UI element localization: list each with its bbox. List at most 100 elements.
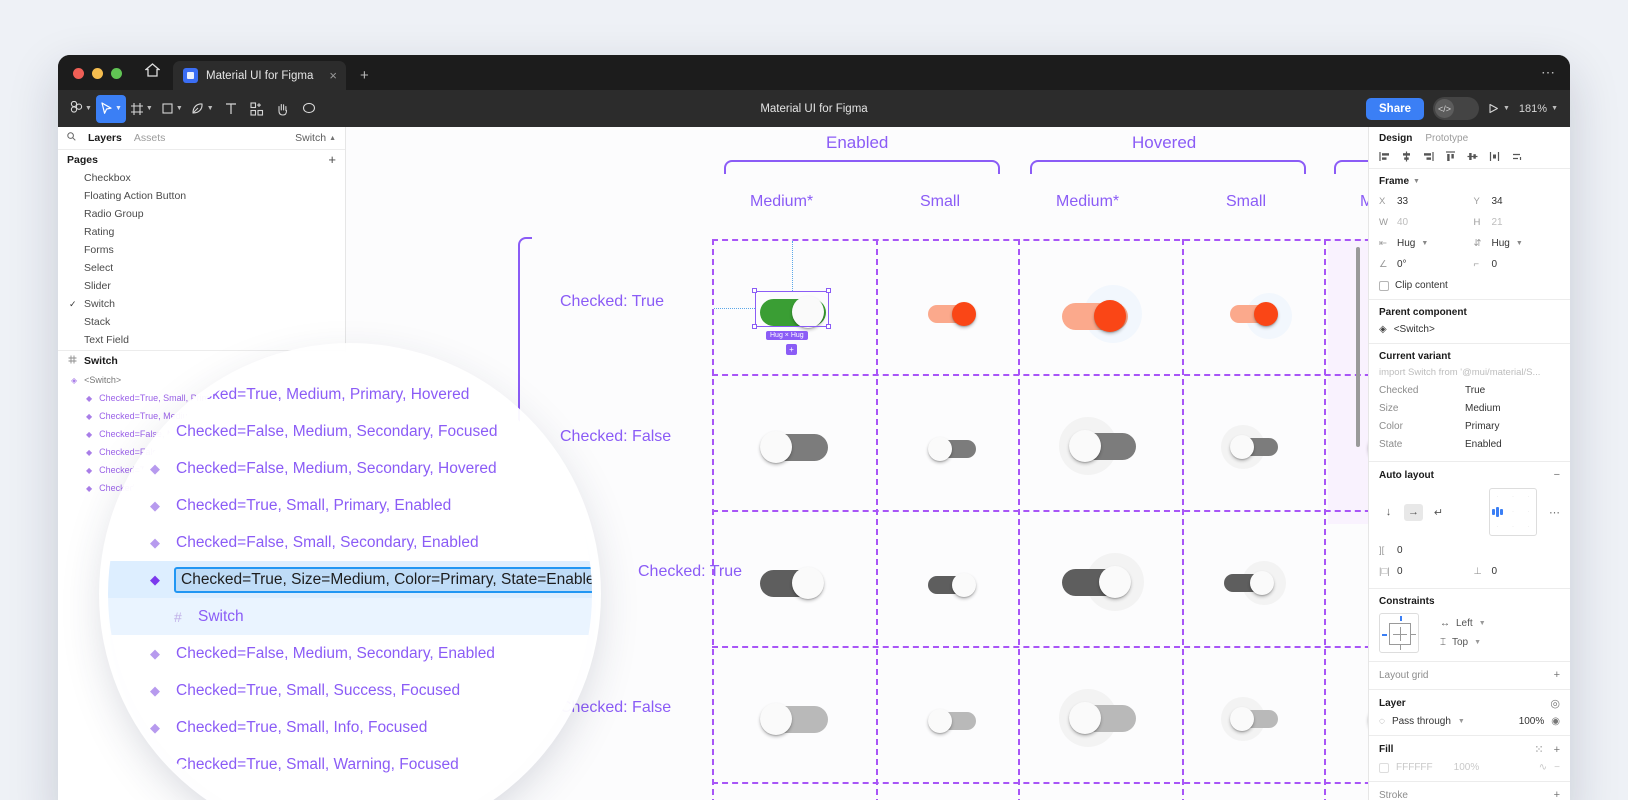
fill-color-swatch[interactable]	[1379, 762, 1389, 773]
magnified-layer-item[interactable]: ◆ Checked=False, Medium, Secondary, Focus…	[108, 413, 592, 450]
page-item[interactable]: Rating	[58, 223, 345, 241]
eye-icon[interactable]: ◎	[1550, 698, 1560, 710]
switch-checked-true-medium-primary-hovered[interactable]	[1062, 285, 1152, 343]
align-cell[interactable]: ·	[1527, 508, 1530, 515]
page-item-switch[interactable]: ✓ Switch	[58, 295, 345, 313]
fill-opacity-value[interactable]: 100%	[1453, 762, 1480, 773]
align-cell[interactable]: ·	[1496, 524, 1499, 531]
resize-width-field[interactable]: ⇤ Hug ▼	[1379, 235, 1466, 252]
switch-checked-false-medium-secondary-hovered[interactable]	[1059, 689, 1152, 747]
constraint-top-marker[interactable]	[1399, 616, 1402, 621]
switch-checked-false-small-hovered[interactable]	[1221, 425, 1294, 469]
magnified-layer-item[interactable]: ◆ Checked=False, Medium, Secondary, Hover…	[108, 450, 592, 487]
close-window-button[interactable]	[73, 68, 84, 79]
constraint-horizontal-dropdown[interactable]: ↔ Left ▼	[1440, 618, 1486, 629]
add-layout-grid-button[interactable]: +	[1553, 669, 1560, 681]
comment-tool-button[interactable]	[296, 95, 322, 123]
tab-layers[interactable]: Layers	[88, 132, 122, 144]
constraint-left-marker[interactable]	[1382, 633, 1387, 636]
layer-opacity-value[interactable]: 100%	[1518, 716, 1545, 727]
chevron-down-icon[interactable]: ▼	[1413, 178, 1420, 185]
page-item[interactable]: Floating Action Button	[58, 187, 345, 205]
constraints-widget[interactable]	[1379, 613, 1419, 653]
magnified-layer-item[interactable]: ◆ Checked=True, Small, Warning, Focused	[108, 746, 592, 783]
magnified-layer-item[interactable]: ◆ Checked=True, Small, Primary, Enabled	[108, 487, 592, 524]
constraint-vertical-dropdown[interactable]: ⌶ Top ▼	[1440, 637, 1486, 648]
share-button[interactable]: Share	[1366, 97, 1424, 120]
switch-checked-false-medium-disabled[interactable]	[760, 699, 832, 737]
search-icon[interactable]	[67, 132, 76, 144]
align-cell[interactable]: ·	[1527, 493, 1530, 500]
switch-checked-true-small-primary-enabled[interactable]	[928, 300, 982, 328]
magnified-child-layer[interactable]: # Switch	[108, 598, 592, 635]
move-tool-button[interactable]: ▼	[95, 94, 126, 123]
align-cell[interactable]: ·	[1511, 524, 1514, 531]
text-tool-button[interactable]	[218, 95, 244, 123]
hand-tool-button[interactable]	[270, 95, 296, 123]
blend-mode-value[interactable]: Pass through	[1391, 716, 1451, 727]
resize-handle-tl[interactable]	[752, 288, 757, 293]
components-icon[interactable]	[244, 95, 270, 123]
corner-radius-field[interactable]: ⌐ 0	[1474, 256, 1561, 273]
switch-checked-true-medium-primary-enabled[interactable]	[760, 292, 832, 330]
present-button[interactable]: ▼	[1488, 103, 1510, 114]
padding-horizontal-field[interactable]: |□| 0	[1379, 563, 1466, 580]
align-horizontal-center-icon[interactable]	[1401, 151, 1412, 165]
height-field[interactable]: H 21	[1474, 214, 1561, 231]
eye-icon[interactable]: ◉	[1551, 716, 1560, 727]
maximize-window-button[interactable]	[111, 68, 122, 79]
magnified-layer-item[interactable]: ◆ Checked=True, Medium, Primary, Hovered	[108, 376, 592, 413]
tab-design[interactable]: Design	[1379, 133, 1413, 144]
parent-component-row[interactable]: ◈ <Switch>	[1379, 324, 1560, 335]
resize-handle-br[interactable]	[826, 324, 831, 329]
remove-auto-layout-button[interactable]: −	[1553, 469, 1560, 481]
magnified-layer-item[interactable]: ◆ Checked=True, Small, Success, Focused	[108, 672, 592, 709]
canvas-scrollbar[interactable]	[1356, 247, 1360, 447]
browser-overflow-icon[interactable]: ⋯	[1541, 64, 1556, 80]
auto-layout-more-icon[interactable]: ⋯	[1549, 506, 1560, 519]
switch-checked-true-small-secondary-enabled[interactable]	[928, 571, 982, 599]
variant-property-size[interactable]: Size Medium	[1379, 399, 1560, 417]
home-icon[interactable]	[135, 55, 169, 90]
add-fill-button[interactable]: +	[1553, 743, 1560, 756]
align-cell[interactable]: ·	[1511, 493, 1514, 500]
alignment-grid[interactable]: · · · · · · · ·	[1489, 488, 1537, 536]
switch-checked-false-medium-enabled[interactable]	[760, 427, 832, 465]
wrap-flow-icon[interactable]: ↵	[1433, 506, 1444, 519]
variant-property-checked[interactable]: Checked True	[1379, 381, 1560, 399]
distribute-icon[interactable]	[1489, 151, 1500, 165]
align-cell[interactable]: ·	[1511, 508, 1514, 515]
add-stroke-button[interactable]: +	[1553, 789, 1560, 800]
align-cell-selected[interactable]	[1490, 504, 1505, 519]
browser-tab[interactable]: Material UI for Figma ×	[173, 61, 346, 90]
clip-content-row[interactable]: Clip content	[1379, 280, 1560, 291]
variant-property-state[interactable]: State Enabled	[1379, 435, 1560, 453]
page-item[interactable]: Checkbox	[58, 169, 345, 187]
align-vertical-center-icon[interactable]	[1467, 151, 1478, 165]
page-item[interactable]: Slider	[58, 277, 345, 295]
switch-checked-true-small-secondary-hovered[interactable]	[1224, 561, 1296, 605]
new-tab-button[interactable]: +	[359, 67, 369, 84]
remove-fill-button[interactable]: −	[1554, 762, 1560, 773]
switch-checked-false-medium-hovered[interactable]	[1059, 417, 1152, 475]
switch-checked-true-small-primary-hovered[interactable]	[1230, 293, 1296, 339]
align-cell[interactable]: ·	[1496, 493, 1499, 500]
switch-checked-false-small-enabled[interactable]	[928, 435, 982, 463]
page-item[interactable]: Radio Group	[58, 205, 345, 223]
page-item[interactable]: Forms	[58, 241, 345, 259]
magnified-layer-item[interactable]: ◆ Checked=False, Medium, Secondary, Enabl…	[108, 635, 592, 672]
resize-handle-bl[interactable]	[752, 324, 757, 329]
fill-hex-value[interactable]: FFFFFF	[1396, 762, 1433, 773]
layer-rename-input[interactable]: Checked=True, Size=Medium, Color=Primary…	[174, 566, 592, 593]
magnified-layer-item[interactable]: ◆ Checked=True, Small, Info, Focused	[108, 709, 592, 746]
y-field[interactable]: Y 34	[1474, 193, 1561, 210]
zoom-level-control[interactable]: 181% ▼	[1519, 103, 1558, 115]
clip-content-checkbox[interactable]	[1379, 280, 1389, 291]
layer-item[interactable]: ◈ <Switch>	[58, 371, 345, 389]
tab-assets[interactable]: Assets	[133, 132, 166, 144]
main-menu-icon[interactable]: ▼	[66, 95, 96, 123]
dev-mode-toggle[interactable]: </>	[1432, 97, 1479, 120]
switch-checked-false-small-secondary-hovered[interactable]	[1221, 697, 1294, 741]
constraint-bottom-marker[interactable]	[1399, 645, 1401, 650]
page-dropdown[interactable]: Switch ▲	[295, 132, 336, 144]
